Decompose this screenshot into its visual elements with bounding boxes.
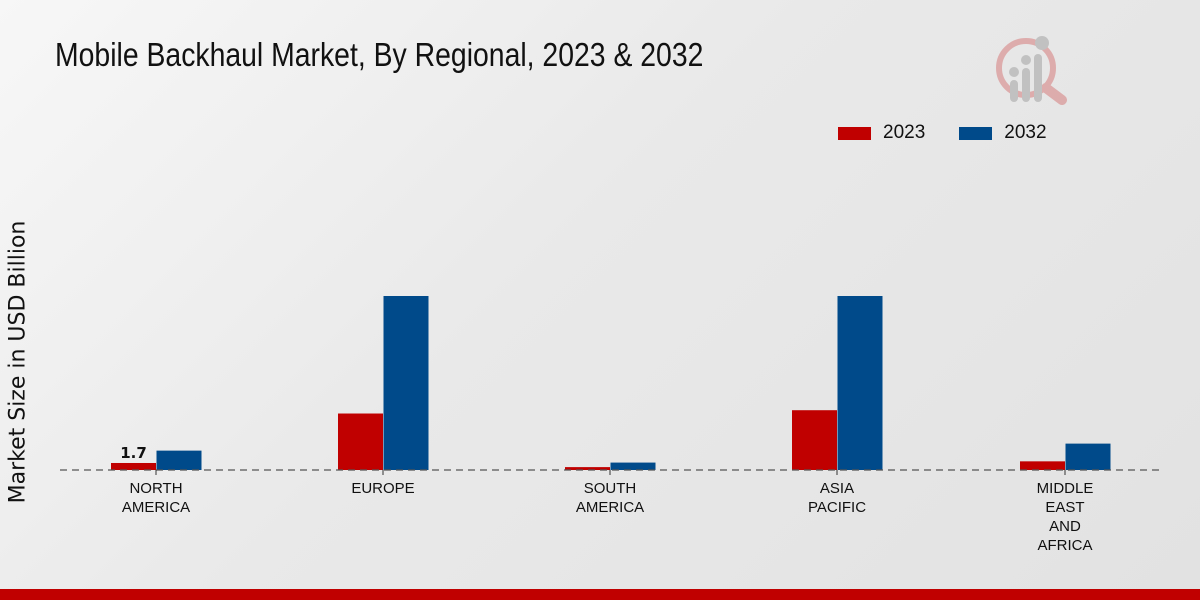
x-tick-label: MIDDLE	[1037, 480, 1094, 497]
bar-2023-1	[338, 413, 383, 470]
x-tick-label: AND	[1049, 518, 1081, 535]
bar-2032-3	[837, 296, 883, 470]
x-tick-label: ASIA	[820, 480, 854, 497]
x-tick-label: EAST	[1045, 499, 1084, 516]
x-tick-label: SOUTH	[584, 480, 637, 497]
bar-2032-0	[156, 450, 202, 470]
legend-item-2032[interactable]: 2032	[959, 122, 1047, 144]
bottom-accent-bar	[0, 589, 1200, 600]
bar-2032-2	[610, 462, 656, 470]
legend-label: 2032	[1004, 122, 1047, 143]
bar-2023-3	[792, 410, 837, 470]
chart-title: Mobile Backhaul Market, By Regional, 202…	[55, 36, 704, 73]
x-tick-label: PACIFIC	[808, 499, 866, 516]
magnifier-bar-chart-logo-icon	[992, 28, 1072, 114]
bar-2023-2	[565, 467, 610, 470]
legend-item-2023[interactable]: 2023	[838, 122, 925, 144]
x-tick-label: NORTH	[129, 480, 182, 497]
bar-2032-4	[1065, 443, 1111, 470]
bar-2032-1	[383, 296, 429, 470]
x-tick-label: AMERICA	[576, 499, 644, 516]
legend-label: 2023	[883, 122, 926, 143]
legend: 2023 2032	[838, 122, 1047, 144]
bar-2023-4	[1020, 461, 1065, 470]
bar-2023-0	[111, 462, 156, 470]
legend-swatch-2023	[838, 126, 871, 140]
x-tick-label: EUROPE	[351, 480, 414, 497]
x-tick-label: AFRICA	[1037, 537, 1092, 554]
data-label: 1.7	[120, 444, 147, 462]
x-tick-label: AMERICA	[122, 499, 190, 516]
legend-swatch-2032	[959, 126, 993, 140]
